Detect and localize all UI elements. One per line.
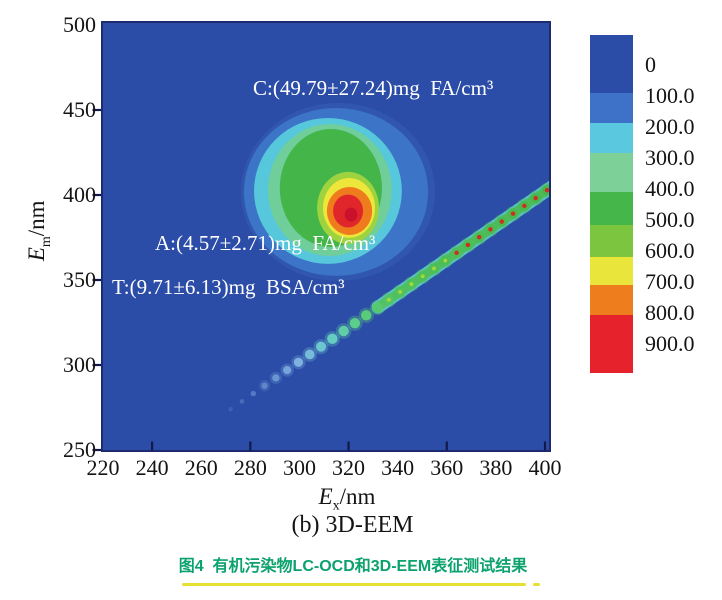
y-axis-subscript: m bbox=[38, 236, 54, 248]
y-tick-label-350: 350 bbox=[63, 267, 96, 292]
scatter-dot-center bbox=[522, 203, 527, 209]
colorbar-label-300: 300.0 bbox=[645, 145, 695, 170]
colorbar-label-700: 700.0 bbox=[645, 269, 695, 294]
colorbar-label-500: 500.0 bbox=[645, 207, 695, 232]
x-tick-label-320: 320 bbox=[332, 455, 366, 480]
scatter-dot-center bbox=[465, 242, 471, 248]
figure-caption: 图4 有机污染物LC-OCD和3D-EEM表征测试结果 bbox=[178, 558, 528, 575]
contour-rings bbox=[241, 102, 435, 282]
y-axis-unit: /nm bbox=[24, 200, 50, 237]
scatter-dot bbox=[272, 374, 280, 382]
colorbar-label-0: 0 bbox=[645, 52, 656, 77]
contour-level-900 bbox=[344, 207, 358, 222]
colorbar-label-100: 100.0 bbox=[645, 83, 695, 108]
x-axis-unit: /nm bbox=[339, 484, 376, 509]
y-tick-label-500: 500 bbox=[63, 12, 96, 37]
scatter-dot bbox=[338, 325, 349, 337]
x-tick-label-220: 220 bbox=[86, 455, 120, 480]
scatter-dot-center bbox=[488, 227, 493, 232]
scatter-dot bbox=[239, 399, 245, 404]
y-tick-label-250: 250 bbox=[63, 437, 96, 462]
peak-annotation-T: T:(9.71±6.13)mg BSA/cm³ bbox=[112, 275, 345, 299]
y-tick-label-450: 450 bbox=[63, 97, 96, 122]
y-axis-label: Em/nm bbox=[24, 166, 60, 296]
scatter-dot-center bbox=[409, 282, 414, 286]
x-axis-letter: E bbox=[318, 484, 333, 509]
x-tick-label-300: 300 bbox=[282, 455, 316, 480]
scatter-dot bbox=[261, 382, 268, 389]
scatter-dot-center bbox=[420, 274, 425, 279]
scatter-dot bbox=[250, 390, 256, 397]
plot-content bbox=[101, 21, 551, 452]
peak-annotation-C: C:(49.79±27.24)mg FA/cm³ bbox=[253, 76, 494, 100]
x-tick-label-280: 280 bbox=[233, 455, 267, 480]
scatter-dot-center bbox=[432, 266, 436, 271]
scatter-dot bbox=[283, 366, 292, 375]
eem-contour-plot bbox=[92, 21, 551, 452]
scatter-dot-center bbox=[544, 188, 550, 193]
x-tick-label-240: 240 bbox=[135, 455, 169, 480]
colorbar-segment-5 bbox=[590, 225, 633, 257]
x-axis-subscript: x bbox=[332, 498, 340, 514]
scatter-dot-center bbox=[499, 219, 504, 224]
colorbar-segment-8 bbox=[590, 315, 633, 373]
scatter-dot-center bbox=[398, 290, 403, 294]
colorbar-segment-0 bbox=[590, 35, 633, 93]
scatter-dot-center bbox=[533, 195, 538, 201]
axis-tick-marks bbox=[92, 108, 547, 452]
x-tick-label-340: 340 bbox=[381, 455, 415, 480]
scatter-dot bbox=[372, 302, 383, 313]
colorbar-segment-4 bbox=[590, 192, 633, 225]
scatter-dot bbox=[349, 317, 361, 329]
colorbar-label-800: 800.0 bbox=[645, 300, 695, 325]
x-tick-label-360: 360 bbox=[430, 455, 464, 480]
caption-underline-dot bbox=[533, 583, 540, 586]
colorbar-segment-7 bbox=[590, 285, 633, 315]
colorbar-label-400: 400.0 bbox=[645, 176, 695, 201]
scatter-dot bbox=[316, 341, 327, 352]
scatter-dot bbox=[228, 407, 233, 412]
scatter-dot bbox=[327, 333, 338, 345]
y-tick-label-300: 300 bbox=[63, 352, 96, 377]
colorbar-segment-1 bbox=[590, 93, 633, 123]
y-axis-letter: E bbox=[24, 247, 50, 262]
scatter-dot-center bbox=[510, 211, 516, 216]
scatter-dot-center bbox=[476, 234, 482, 240]
y-tick-label-400: 400 bbox=[63, 182, 96, 207]
colorbar-segment-2 bbox=[590, 123, 633, 153]
panel-label: (b) 3D-EEM bbox=[291, 512, 414, 538]
x-axis-label: Ex/nm bbox=[247, 484, 447, 520]
scatter-dot-center bbox=[386, 297, 391, 302]
plot-frame bbox=[101, 21, 551, 452]
x-tick-label-400: 400 bbox=[528, 455, 562, 480]
x-tick-label-260: 260 bbox=[184, 455, 218, 480]
scatter-dot bbox=[361, 310, 372, 321]
scatter-dot-center bbox=[454, 250, 459, 255]
colorbar-label-200: 200.0 bbox=[645, 114, 695, 139]
colorbar-label-900: 900.0 bbox=[645, 331, 695, 356]
scatter-dot bbox=[304, 349, 315, 360]
scatter-dot bbox=[293, 357, 304, 367]
scatter-dot-center bbox=[443, 258, 448, 263]
colorbar-label-600: 600.0 bbox=[645, 238, 695, 263]
colorbar-segment-3 bbox=[590, 153, 633, 192]
colorbar-segment-6 bbox=[590, 257, 633, 285]
colorbar bbox=[590, 35, 633, 373]
rayleigh-scatter-line bbox=[228, 179, 551, 412]
caption-underline bbox=[182, 583, 526, 586]
x-tick-label-380: 380 bbox=[479, 455, 513, 480]
peak-annotation-A: A:(4.57±2.71)mg FA/cm³ bbox=[155, 231, 376, 255]
